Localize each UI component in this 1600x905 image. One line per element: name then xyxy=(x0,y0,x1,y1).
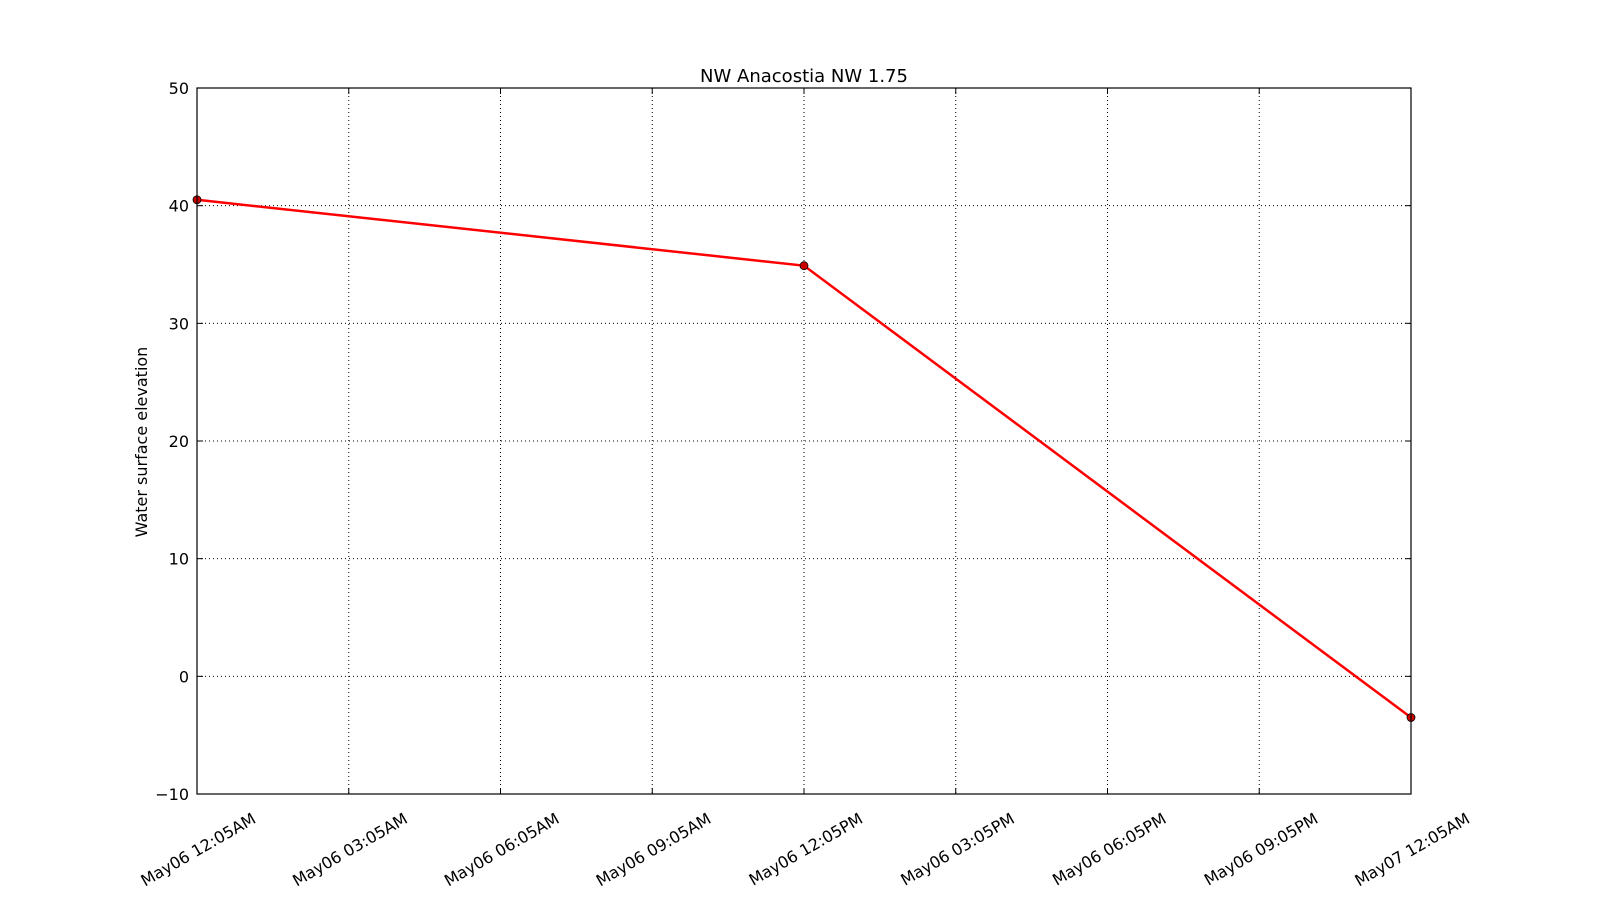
y-tick-label: −10 xyxy=(155,785,189,804)
x-tick-label: May06 09:05PM xyxy=(1201,809,1321,890)
grid-layer xyxy=(197,88,1411,794)
x-tick-label: May06 12:05PM xyxy=(746,809,866,890)
y-tick-label: 40 xyxy=(169,197,189,216)
x-tick-label: May06 03:05AM xyxy=(289,809,411,890)
y-tick-label: 0 xyxy=(179,667,189,686)
plot-frame xyxy=(196,87,1412,795)
y-axis-label: Water surface elevation xyxy=(132,347,151,538)
x-tick-label: May06 12:05AM xyxy=(137,809,259,890)
ticks-layer: May06 12:05AM May06 03:05AM May06 06:05AM M… xyxy=(137,79,1473,890)
series-layer xyxy=(192,195,1416,722)
y-tick-label: 50 xyxy=(169,79,189,98)
chart-title: NW Anacostia NW 1.75 xyxy=(700,66,908,87)
x-tick-label: May06 03:05PM xyxy=(897,809,1017,890)
x-tick-label: May07 12:05AM xyxy=(1351,809,1473,890)
y-tick-label: 30 xyxy=(169,314,189,333)
y-tick-label: 10 xyxy=(169,550,189,569)
x-tick-label: May06 09:05AM xyxy=(593,809,715,890)
x-tick-label: May06 06:05PM xyxy=(1049,809,1169,890)
data-point xyxy=(799,261,809,271)
x-tick-label: May06 06:05AM xyxy=(441,809,563,890)
series-line xyxy=(196,198,1412,719)
y-tick-label: 20 xyxy=(169,432,189,451)
